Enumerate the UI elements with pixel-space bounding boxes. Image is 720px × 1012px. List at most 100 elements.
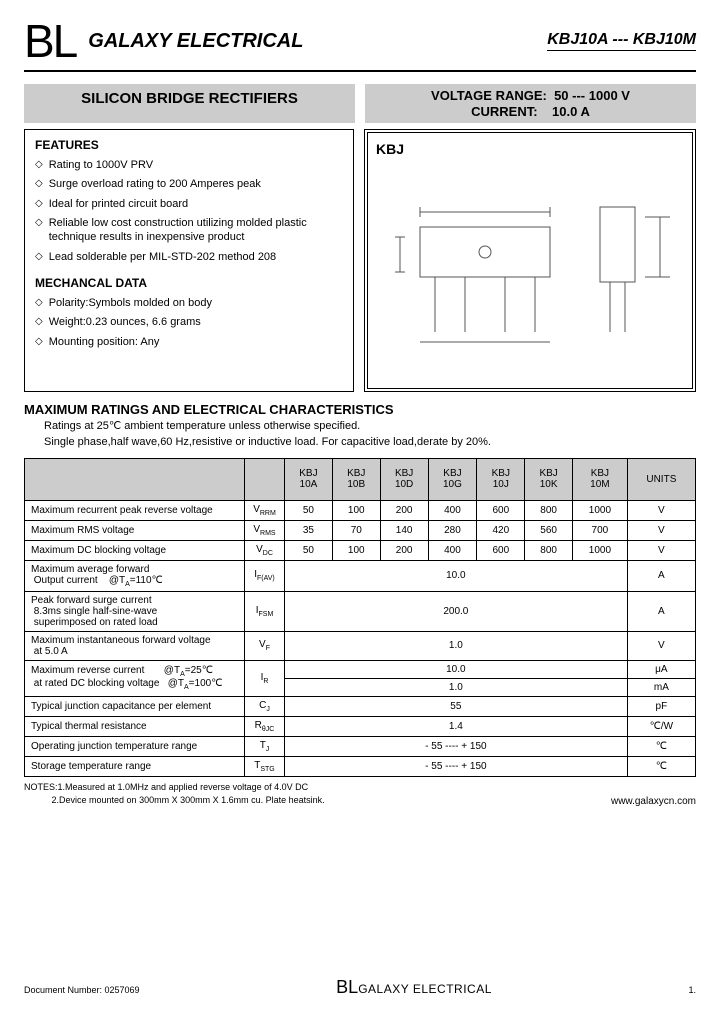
features-list: Rating to 1000V PRV Surge overload rating… <box>35 158 343 264</box>
value-cell: 70 <box>332 520 380 540</box>
value-cell: 1000 <box>573 500 628 520</box>
value-cell: - 55 ---- + 150 <box>285 736 628 756</box>
diagram-label: KBJ <box>376 141 684 157</box>
value-cell: 560 <box>525 520 573 540</box>
value-cell: 1.0 <box>285 678 628 696</box>
table-row: Typical junction capacitance per element… <box>25 696 696 716</box>
feature-item: Surge overload rating to 200 Amperes pea… <box>35 177 343 191</box>
symbol-cell: IFSM <box>245 591 285 631</box>
param-cell: Maximum average forward Output current @… <box>25 560 245 591</box>
param-cell: Maximum RMS voltage <box>25 520 245 540</box>
table-header: KBJ10K <box>525 458 573 500</box>
value-cell: 140 <box>380 520 428 540</box>
param-cell: Maximum reverse current @TA=25℃ at rated… <box>25 660 245 696</box>
table-header: KBJ10J <box>477 458 525 500</box>
value-cell: 1000 <box>573 540 628 560</box>
symbol-cell: VF <box>245 631 285 660</box>
table-row: Maximum instantaneous forward voltage at… <box>25 631 696 660</box>
value-cell: 100 <box>332 540 380 560</box>
table-header <box>245 458 285 500</box>
value-cell: 800 <box>525 540 573 560</box>
symbol-cell: IR <box>245 660 285 696</box>
unit-cell: V <box>627 540 695 560</box>
ratings-table: KBJ10AKBJ10BKBJ10DKBJ10GKBJ10JKBJ10KKBJ1… <box>24 458 696 777</box>
value-cell: 50 <box>285 500 333 520</box>
feature-item: Lead solderable per MIL-STD-202 method 2… <box>35 250 343 264</box>
value-cell: 200 <box>380 500 428 520</box>
value-cell: 600 <box>477 500 525 520</box>
unit-cell: μA <box>627 660 695 678</box>
part-number: KBJ10A --- KBJ10M <box>547 31 696 51</box>
symbol-cell: CJ <box>245 696 285 716</box>
symbol-cell: IF(AV) <box>245 560 285 591</box>
table-header: KBJ10G <box>428 458 477 500</box>
symbol-cell: RθJC <box>245 716 285 736</box>
table-header: KBJ10M <box>573 458 628 500</box>
unit-cell: ℃ <box>627 736 695 756</box>
mechanical-item: Mounting position: Any <box>35 335 343 349</box>
unit-cell: V <box>627 500 695 520</box>
symbol-cell: VRMS <box>245 520 285 540</box>
feature-item: Reliable low cost construction utilizing… <box>35 216 343 245</box>
unit-cell: V <box>627 520 695 540</box>
unit-cell: V <box>627 631 695 660</box>
page-number: 1. <box>688 985 696 995</box>
sub-header: SILICON BRIDGE RECTIFIERS VOLTAGE RANGE:… <box>24 84 696 123</box>
value-cell: 280 <box>428 520 477 540</box>
param-cell: Peak forward surge current 8.3ms single … <box>25 591 245 631</box>
value-cell: 100 <box>332 500 380 520</box>
feature-item: Ideal for printed circuit board <box>35 197 343 211</box>
value-cell: 400 <box>428 500 477 520</box>
doc-number: Document Number: 0257069 <box>24 985 140 995</box>
mechanical-item: Weight:0.23 ounces, 6.6 grams <box>35 315 343 329</box>
unit-cell: mA <box>627 678 695 696</box>
feature-item: Rating to 1000V PRV <box>35 158 343 172</box>
table-header: KBJ10D <box>380 458 428 500</box>
max-ratings-title: MAXIMUM RATINGS AND ELECTRICAL CHARACTER… <box>24 402 696 417</box>
value-cell: 1.0 <box>285 631 628 660</box>
ratings-summary: VOLTAGE RANGE: 50 --- 1000 V CURRENT: 10… <box>365 84 696 123</box>
symbol-cell: TSTG <box>245 756 285 776</box>
unit-cell: ℃/W <box>627 716 695 736</box>
unit-cell: A <box>627 591 695 631</box>
table-row: Operating junction temperature rangeTJ- … <box>25 736 696 756</box>
table-row: Peak forward surge current 8.3ms single … <box>25 591 696 631</box>
table-header: KBJ10B <box>332 458 380 500</box>
value-cell: 10.0 <box>285 560 628 591</box>
product-title: SILICON BRIDGE RECTIFIERS <box>24 84 355 123</box>
value-cell: 1.4 <box>285 716 628 736</box>
value-cell: 700 <box>573 520 628 540</box>
table-row: Storage temperature rangeTSTG- 55 ---- +… <box>25 756 696 776</box>
voltage-value: 50 --- 1000 V <box>554 88 630 103</box>
current-value: 10.0 A <box>552 104 590 119</box>
value-cell: 35 <box>285 520 333 540</box>
mechanical-heading: MECHANCAL DATA <box>35 276 343 290</box>
value-cell: 55 <box>285 696 628 716</box>
value-cell: 800 <box>525 500 573 520</box>
param-cell: Typical thermal resistance <box>25 716 245 736</box>
value-cell: 200.0 <box>285 591 628 631</box>
value-cell: 420 <box>477 520 525 540</box>
unit-cell: A <box>627 560 695 591</box>
table-row: Maximum DC blocking voltageVDC5010020040… <box>25 540 696 560</box>
param-cell: Storage temperature range <box>25 756 245 776</box>
note-2: 2.Device mounted on 300mm X 300mm X 1.6m… <box>52 795 325 805</box>
symbol-cell: TJ <box>245 736 285 756</box>
table-row: Typical thermal resistanceRθJC1.4℃/W <box>25 716 696 736</box>
param-cell: Maximum instantaneous forward voltage at… <box>25 631 245 660</box>
note-1: NOTES:1.Measured at 1.0MHz and applied r… <box>24 782 308 792</box>
company-name: GALAXY ELECTRICAL <box>88 30 547 53</box>
table-header <box>25 458 245 500</box>
param-cell: Maximum DC blocking voltage <box>25 540 245 560</box>
unit-cell: ℃ <box>627 756 695 776</box>
value-cell: 400 <box>428 540 477 560</box>
footer: Document Number: 0257069 BLGALAXY ELECTR… <box>24 977 696 998</box>
table-header: KBJ10A <box>285 458 333 500</box>
current-label: CURRENT: <box>471 104 537 119</box>
unit-cell: pF <box>627 696 695 716</box>
package-outline-icon <box>376 157 684 377</box>
footer-logo: BLGALAXY ELECTRICAL <box>336 977 492 998</box>
symbol-cell: VDC <box>245 540 285 560</box>
features-heading: FEATURES <box>35 138 343 152</box>
header: BL GALAXY ELECTRICAL KBJ10A --- KBJ10M <box>24 14 696 72</box>
